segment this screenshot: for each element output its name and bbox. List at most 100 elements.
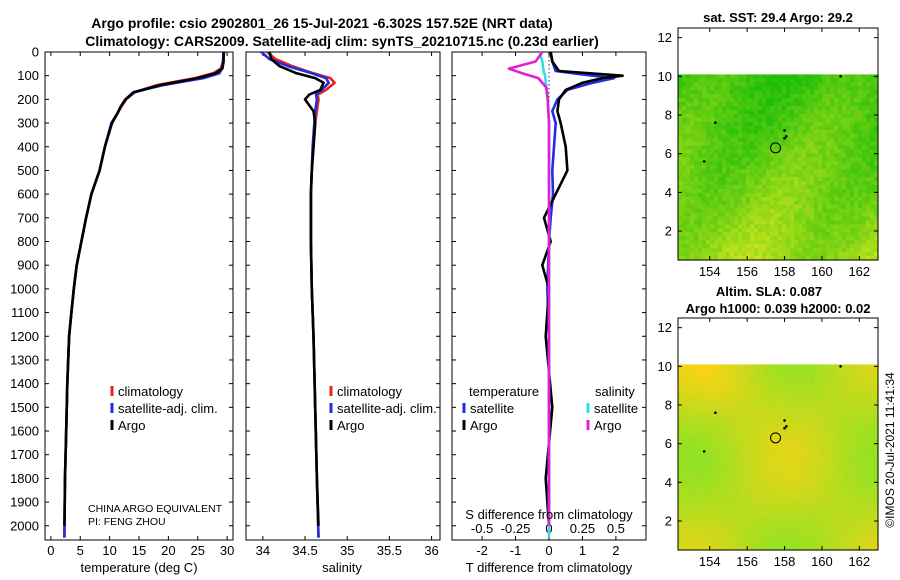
sla-map-cell	[834, 392, 839, 397]
sla-map-cell	[802, 467, 807, 472]
sst-map-cell	[726, 236, 731, 241]
sla-map-cell	[754, 471, 759, 476]
sla-map-cell	[834, 427, 839, 433]
sla-map-cell	[734, 455, 739, 460]
sst-map-cell	[814, 113, 819, 119]
sla-map-cell	[774, 530, 779, 535]
sla-map-cell	[706, 411, 711, 417]
sst-map-cell	[754, 192, 759, 198]
sla-map-cell	[850, 546, 855, 551]
sst-map-cell	[794, 192, 799, 198]
sla-map-cell	[774, 474, 779, 480]
sla-map-cell	[854, 399, 859, 405]
sst-map-cell	[814, 181, 819, 186]
sla-map-cell	[798, 376, 803, 381]
sst-map-cell	[822, 204, 827, 210]
sla-map-cell	[762, 431, 767, 437]
sst-map-cell	[858, 121, 863, 127]
sla-map-cell	[706, 522, 711, 527]
sla-map-cell	[858, 546, 863, 551]
sla-map-cell	[870, 518, 875, 523]
sst-map-cell	[726, 145, 731, 151]
sla-map-cell	[750, 392, 755, 397]
sst-map-cell	[774, 149, 779, 154]
sst-map-cell	[718, 78, 723, 83]
sla-map-cell	[738, 463, 743, 468]
sla-map-cell	[686, 380, 691, 385]
sla-map-cell	[770, 494, 775, 500]
sst-map-cell	[754, 133, 759, 139]
sst-map-cell	[690, 145, 695, 151]
sst-map-cell	[790, 149, 795, 154]
sst-map-cell	[802, 109, 807, 115]
sst-map-cell	[870, 240, 875, 245]
sla-map-cell	[838, 471, 843, 476]
sst-map-cell	[826, 200, 831, 206]
sla-map-cell	[822, 514, 827, 520]
sla-map-cell	[798, 455, 803, 460]
sst-map-cell	[726, 212, 731, 218]
sst-map-cell	[874, 248, 879, 253]
sst-map-cell	[874, 149, 879, 154]
sst-map-cell	[806, 200, 811, 206]
sst-map-cell	[710, 161, 715, 166]
sla-map-cell	[682, 530, 687, 535]
sla-map-cell	[834, 530, 839, 535]
sst-map-cell	[734, 192, 739, 198]
sst-map-cell	[826, 228, 831, 233]
sst-map-cell	[734, 256, 739, 261]
sla-map-cell	[706, 467, 711, 472]
sst-map-cell	[770, 125, 775, 131]
sst-map-cell	[850, 177, 855, 182]
sst-map-cell	[778, 153, 783, 158]
sst-map-cell	[730, 177, 735, 182]
sla-map-cell	[686, 490, 691, 496]
sst-map-cell	[682, 141, 687, 147]
sst-map-cell	[830, 102, 835, 107]
sst-map-cell	[778, 244, 783, 249]
sla-map-cell	[726, 435, 731, 441]
sla-map-cell	[750, 403, 755, 409]
sla-map-cell	[778, 534, 783, 539]
sla-map-cell	[830, 384, 835, 389]
sst-map-cell	[694, 82, 699, 87]
sst-map-cell	[738, 224, 743, 230]
sla-map-cell	[802, 455, 807, 460]
sla-map-cell	[710, 407, 715, 413]
sla-map-cell	[722, 395, 727, 401]
sst-map-cell	[786, 181, 791, 186]
sst-map-cell	[782, 244, 787, 249]
sst-map-cell	[782, 204, 787, 210]
sst-map-cell	[854, 244, 859, 249]
sst-map-cell	[846, 109, 851, 115]
sla-map-cell	[682, 494, 687, 500]
sla-map-cell	[682, 372, 687, 377]
sla-map-cell	[782, 411, 787, 417]
sla-map-cell	[726, 498, 731, 504]
sst-map-cell	[706, 82, 711, 87]
sla-map-cell	[762, 419, 767, 425]
sst-map-cell	[754, 181, 759, 186]
sla-map-cell	[730, 522, 735, 527]
sst-map-cell	[858, 169, 863, 174]
sst-map-cell	[794, 141, 799, 147]
sst-map-cell	[870, 165, 875, 170]
sst-map-cell	[770, 86, 775, 91]
sla-map-cell	[842, 388, 847, 393]
sla-map-cell	[874, 467, 879, 472]
sla-map-cell	[818, 486, 823, 492]
sla-map-cell	[726, 538, 731, 543]
sst-map-cell	[770, 228, 775, 233]
sst-map-cell	[722, 94, 727, 99]
sst-map-cell	[818, 204, 823, 210]
sla-map-cell	[846, 376, 851, 381]
sla-map-cell	[702, 486, 707, 492]
sla-map-cell	[846, 467, 851, 472]
sla-map-cell	[702, 431, 707, 437]
difference-xtick-label: 1	[579, 543, 586, 558]
sla-map-cell	[738, 423, 743, 429]
sst-map-cell	[790, 244, 795, 249]
sst-map-cell	[838, 248, 843, 253]
sst-map-cell	[830, 181, 835, 186]
sst-map-cell	[810, 177, 815, 182]
